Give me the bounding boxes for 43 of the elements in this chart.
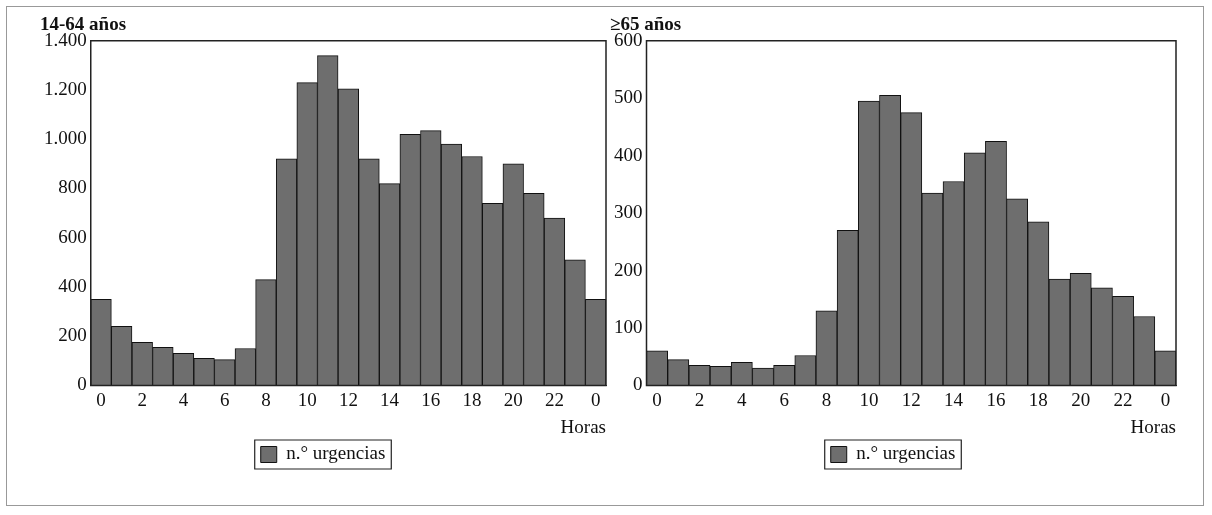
y-tick-label: 500 <box>614 86 643 108</box>
x-tick-label: 0 <box>96 388 106 410</box>
x-tick-label: 22 <box>544 388 564 410</box>
y-tick-label: 100 <box>614 315 643 337</box>
y-tick-label: 1.200 <box>44 78 87 100</box>
y-tick-label: 400 <box>58 274 87 296</box>
legend-label: n.° urgencias <box>286 442 386 464</box>
x-axis-title: Horas <box>560 415 606 437</box>
y-tick-label: 800 <box>58 176 87 198</box>
legend-label: n.° urgencias <box>856 442 956 464</box>
x-tick-label: 0 <box>1160 388 1171 410</box>
x-tick-label: 8 <box>261 388 271 410</box>
y-tick-label: 300 <box>614 201 643 223</box>
x-tick-label: 20 <box>503 388 523 410</box>
x-axis-title: Horas <box>1130 415 1176 437</box>
y-tick-label: 600 <box>58 225 87 247</box>
x-tick-label: 4 <box>737 388 748 410</box>
x-tick-label: 18 <box>1028 388 1048 410</box>
x-tick-label: 2 <box>137 388 148 410</box>
x-tick-label: 6 <box>219 388 230 410</box>
y-tick-label: 0 <box>77 373 87 395</box>
x-tick-label: 12 <box>901 388 921 410</box>
x-tick-label: 0 <box>590 388 601 410</box>
x-tick-label: 12 <box>338 388 358 410</box>
y-tick-label: 1.000 <box>44 127 87 149</box>
x-tick-label: 14 <box>944 388 964 410</box>
y-tick-label: 400 <box>614 143 643 165</box>
x-tick-label: 16 <box>421 388 441 410</box>
y-tick-label: 0 <box>633 373 643 395</box>
x-tick-label: 10 <box>859 388 879 410</box>
x-tick-label: 18 <box>462 388 482 410</box>
x-tick-label: 0 <box>652 388 662 410</box>
y-tick-label: 200 <box>614 258 643 280</box>
x-tick-label: 20 <box>1071 388 1091 410</box>
x-tick-label: 16 <box>986 388 1006 410</box>
x-tick-label: 2 <box>694 388 705 410</box>
x-tick-label: 14 <box>380 388 400 410</box>
x-tick-label: 10 <box>297 388 317 410</box>
x-tick-label: 4 <box>178 388 189 410</box>
x-tick-label: 6 <box>779 388 789 410</box>
x-tick-label: 8 <box>821 388 832 410</box>
x-tick-label: 22 <box>1113 388 1133 410</box>
y-tick-label: 200 <box>58 324 87 346</box>
